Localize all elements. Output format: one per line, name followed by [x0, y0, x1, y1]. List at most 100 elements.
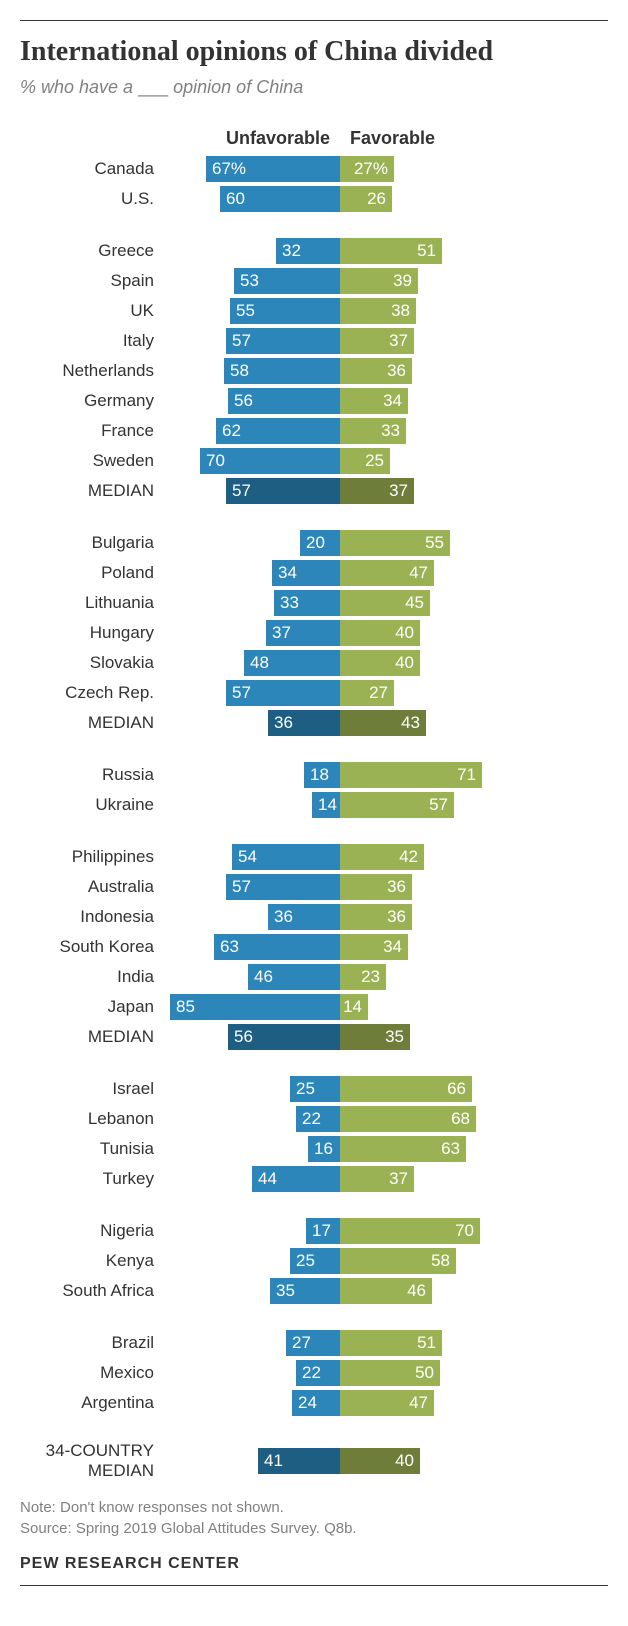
- row-label: Turkey: [20, 1169, 160, 1189]
- favorable-bar: 40: [340, 650, 420, 676]
- favorable-bar: 35: [340, 1024, 410, 1050]
- data-row: Greece3251: [20, 237, 608, 265]
- group-gap: [20, 215, 608, 237]
- data-row: UK5538: [20, 297, 608, 325]
- favorable-bar: 23: [340, 964, 386, 990]
- subtitle-prefix: % who have a: [20, 77, 138, 97]
- bars: 1871: [160, 762, 520, 788]
- unfavorable-bar: 34: [272, 560, 340, 586]
- bars: 5634: [160, 388, 520, 414]
- unfavorable-bar: 85: [170, 994, 340, 1020]
- overall-label-line1: 34-COUNTRY: [20, 1441, 154, 1461]
- favorable-bar: 45: [340, 590, 430, 616]
- row-label: India: [20, 967, 160, 987]
- overall-label: 34-COUNTRYMEDIAN: [20, 1441, 160, 1480]
- row-label: Spain: [20, 271, 160, 291]
- bar-right-wrap: 45: [340, 590, 520, 616]
- unfavorable-bar: 54: [232, 844, 340, 870]
- group-gap: [20, 821, 608, 843]
- median-row: MEDIAN5635: [20, 1023, 608, 1051]
- favorable-bar: 25: [340, 448, 390, 474]
- bars: 2447: [160, 1390, 520, 1416]
- bar-right-wrap: 50: [340, 1360, 520, 1386]
- group-gap: [20, 1419, 608, 1441]
- bars: 2055: [160, 530, 520, 556]
- favorable-bar: 71: [340, 762, 482, 788]
- group-gap: [20, 1195, 608, 1217]
- row-label: Hungary: [20, 623, 160, 643]
- bar-left-wrap: 70: [160, 448, 340, 474]
- bar-left-wrap: 56: [160, 1024, 340, 1050]
- row-label: Lebanon: [20, 1109, 160, 1129]
- bar-right-wrap: 34: [340, 934, 520, 960]
- overall-label-line2: MEDIAN: [20, 1461, 154, 1481]
- favorable-bar: 36: [340, 904, 412, 930]
- row-label: South Africa: [20, 1281, 160, 1301]
- unfavorable-bar: 22: [296, 1106, 340, 1132]
- bar-right-wrap: 39: [340, 268, 520, 294]
- bar-right-wrap: 36: [340, 874, 520, 900]
- bar-right-wrap: 43: [340, 710, 520, 736]
- data-row: South Korea6334: [20, 933, 608, 961]
- bar-right-wrap: 51: [340, 238, 520, 264]
- data-row: Japan8514: [20, 993, 608, 1021]
- bar-left-wrap: 14: [160, 792, 340, 818]
- bars: 3740: [160, 620, 520, 646]
- footer-note: Note: Don't know responses not shown.: [20, 1497, 608, 1518]
- bars: 3643: [160, 710, 520, 736]
- footer-source: Source: Spring 2019 Global Attitudes Sur…: [20, 1518, 608, 1539]
- bar-right-wrap: 36: [340, 358, 520, 384]
- bar-right-wrap: 33: [340, 418, 520, 444]
- favorable-bar: 66: [340, 1076, 472, 1102]
- unfavorable-bar: 53: [234, 268, 340, 294]
- favorable-bar: 33: [340, 418, 406, 444]
- row-label: Slovakia: [20, 653, 160, 673]
- unfavorable-bar: 60: [220, 186, 340, 212]
- favorable-bar: 39: [340, 268, 418, 294]
- unfavorable-bar: 36: [268, 710, 340, 736]
- unfavorable-bar: 24: [292, 1390, 340, 1416]
- data-row: Italy5737: [20, 327, 608, 355]
- unfavorable-bar: 46: [248, 964, 340, 990]
- unfavorable-bar: 56: [228, 1024, 340, 1050]
- data-row: Brazil2751: [20, 1329, 608, 1357]
- column-headers: Unfavorable Favorable: [20, 128, 608, 149]
- bars: 3546: [160, 1278, 520, 1304]
- bars: 5736: [160, 874, 520, 900]
- bar-left-wrap: 85: [160, 994, 340, 1020]
- bars: 5836: [160, 358, 520, 384]
- data-row: Hungary3740: [20, 619, 608, 647]
- unfavorable-bar: 16: [308, 1136, 340, 1162]
- bar-right-wrap: 35: [340, 1024, 520, 1050]
- bar-right-wrap: 27: [340, 680, 520, 706]
- bar-left-wrap: 22: [160, 1106, 340, 1132]
- data-row: Australia5736: [20, 873, 608, 901]
- bar-right-wrap: 46: [340, 1278, 520, 1304]
- bars: 4437: [160, 1166, 520, 1192]
- favorable-bar: 47: [340, 1390, 434, 1416]
- unfavorable-bar: 25: [290, 1076, 340, 1102]
- bar-right-wrap: 68: [340, 1106, 520, 1132]
- favorable-bar: 50: [340, 1360, 440, 1386]
- row-label: Canada: [20, 159, 160, 179]
- bars: 5442: [160, 844, 520, 870]
- favorable-bar: 37: [340, 478, 414, 504]
- bar-right-wrap: 71: [340, 762, 520, 788]
- favorable-bar: 36: [340, 874, 412, 900]
- data-row: Tunisia1663: [20, 1135, 608, 1163]
- bars: 4140: [160, 1448, 520, 1474]
- unfavorable-bar: 37: [266, 620, 340, 646]
- bars: 2250: [160, 1360, 520, 1386]
- data-row: Turkey4437: [20, 1165, 608, 1193]
- favorable-bar: 36: [340, 358, 412, 384]
- favorable-bar: 58: [340, 1248, 456, 1274]
- unfavorable-bar: 33: [274, 590, 340, 616]
- data-row: Philippines5442: [20, 843, 608, 871]
- bar-right-wrap: 40: [340, 620, 520, 646]
- row-label: Russia: [20, 765, 160, 785]
- data-row: Argentina2447: [20, 1389, 608, 1417]
- row-label: Greece: [20, 241, 160, 261]
- row-label: Argentina: [20, 1393, 160, 1413]
- data-row: Netherlands5836: [20, 357, 608, 385]
- data-row: Bulgaria2055: [20, 529, 608, 557]
